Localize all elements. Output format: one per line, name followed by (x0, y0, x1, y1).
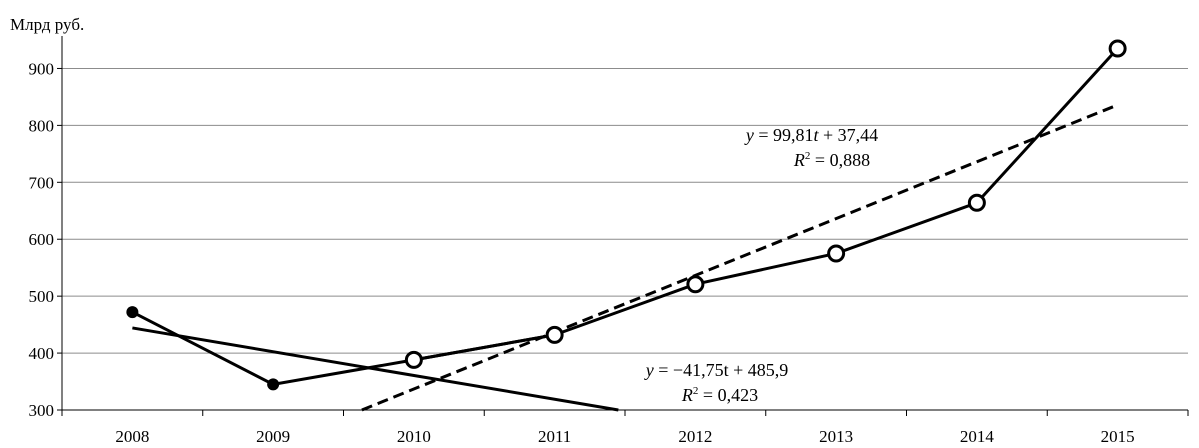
data-point (967, 193, 986, 212)
y-tick-labels: 300 400 500 600 700 800 900 (29, 59, 55, 420)
data-point (1108, 39, 1127, 58)
y-tick-label: 600 (29, 230, 55, 249)
data-point (267, 378, 280, 391)
data-point (404, 350, 423, 369)
y-tick-label: 500 (29, 287, 55, 306)
x-tick-label: 2013 (819, 427, 853, 446)
x-tick-label: 2012 (678, 427, 712, 446)
gridlines (62, 67, 1188, 354)
x-tick-labels: 2008 2009 2010 2011 2012 2013 2014 2015 (115, 427, 1134, 446)
trendline-r2-solid: R2 = 0,423 (681, 385, 758, 405)
data-markers (126, 39, 1127, 391)
x-tick-label: 2011 (538, 427, 571, 446)
y-axis-label: Млрд руб. (10, 15, 84, 34)
x-tick-label: 2008 (115, 427, 149, 446)
y-tick-label: 800 (29, 116, 55, 135)
series-line-2 (413, 47, 1119, 362)
trendline-equation-dashed: y = 99,81t + 37,44 (744, 125, 878, 145)
data-point (126, 306, 139, 319)
trendline-equation-solid: y = −41,75t + 485,9 (644, 360, 788, 380)
x-tick-label: 2010 (397, 427, 431, 446)
x-tick-label: 2009 (256, 427, 290, 446)
data-point (686, 275, 705, 294)
trendline-solid (132, 326, 619, 412)
x-tick-label: 2014 (960, 427, 995, 446)
series-line-1 (131, 310, 555, 386)
data-series (131, 47, 1119, 386)
trendlines (132, 103, 1119, 412)
y-tick-label: 700 (29, 173, 55, 192)
y-tick-label: 300 (29, 401, 55, 420)
data-point (827, 244, 846, 263)
x-tick-label: 2015 (1101, 427, 1135, 446)
y-tick-label: 900 (29, 59, 55, 78)
data-point (545, 325, 564, 344)
y-tick-label: 400 (29, 344, 55, 363)
trendline-r2-dashed: R2 = 0,888 (793, 150, 870, 170)
axes (57, 36, 1189, 416)
